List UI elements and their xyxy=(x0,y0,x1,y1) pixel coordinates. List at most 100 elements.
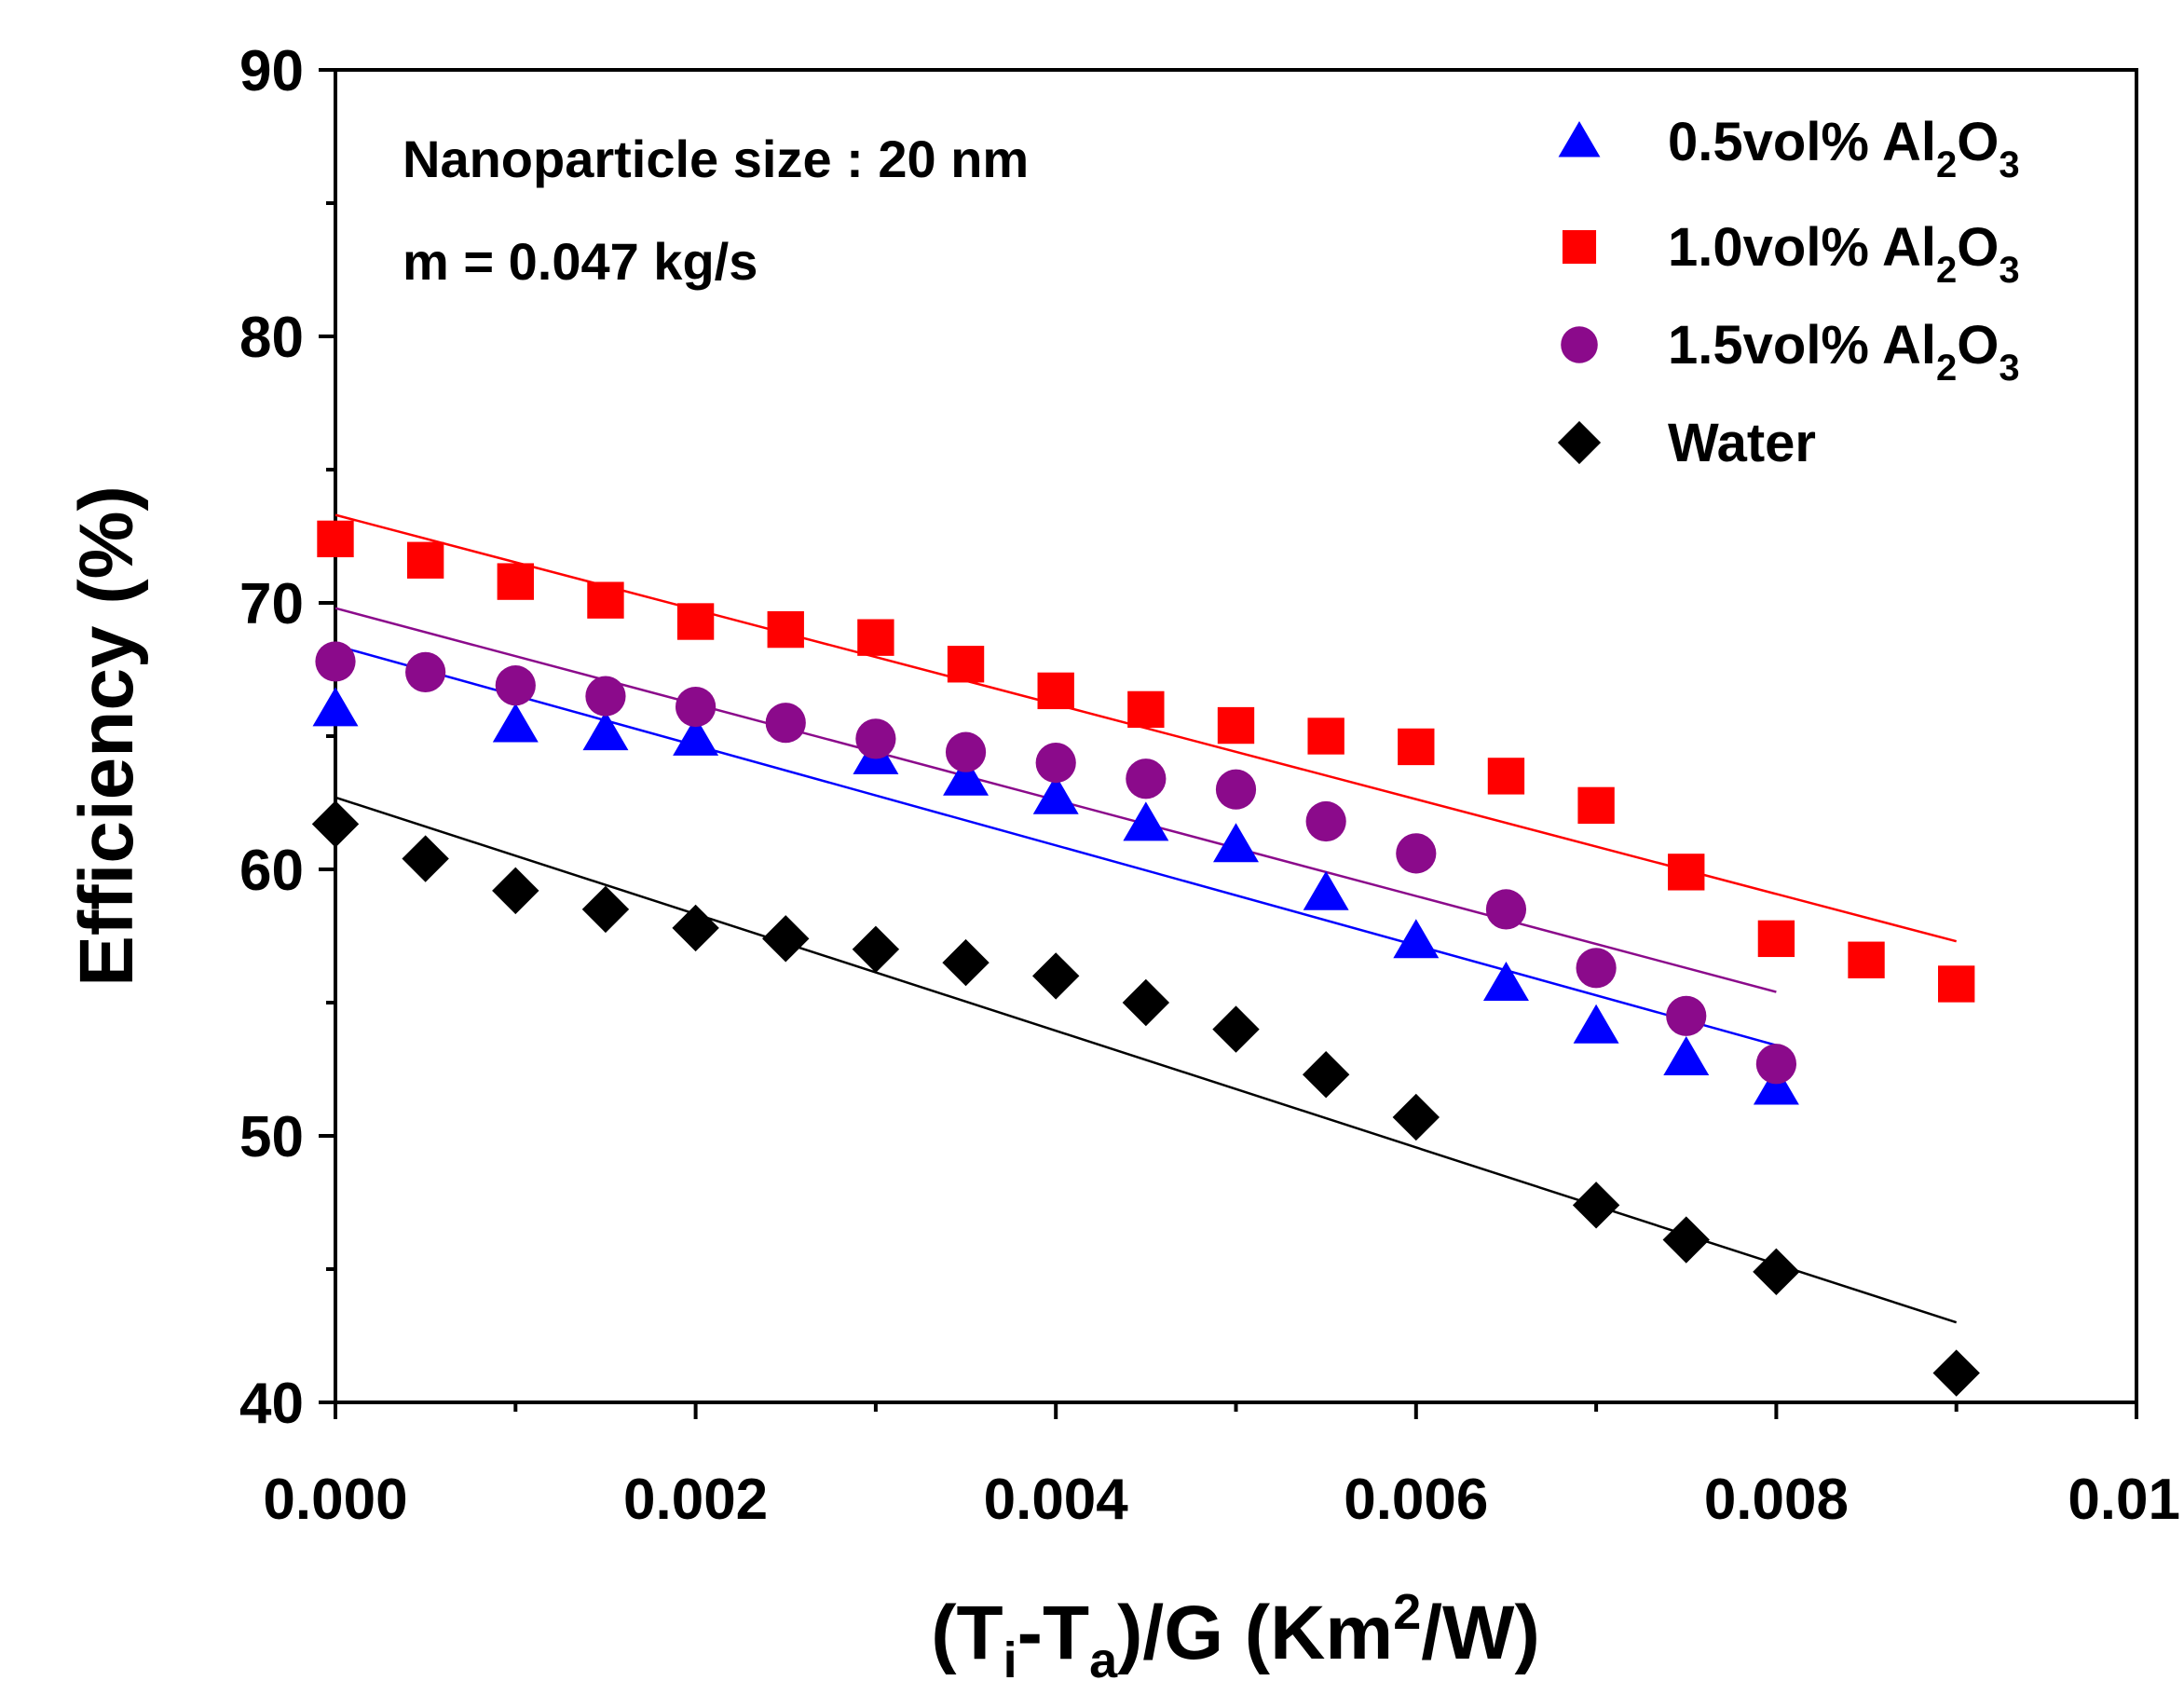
data-point-circle xyxy=(585,676,626,717)
data-point-square xyxy=(676,603,715,640)
data-point-triangle xyxy=(943,756,990,796)
data-point-diamond xyxy=(1932,1349,1980,1397)
data-point-square xyxy=(1307,717,1345,755)
data-point-square xyxy=(1217,706,1255,745)
data-point-triangle xyxy=(1303,870,1349,910)
legend-label: 1.5vol% Al2O3 xyxy=(1668,315,2020,389)
data-point-circle xyxy=(495,665,536,706)
data-point-square xyxy=(1577,786,1615,825)
legend-marker-diamond xyxy=(1557,420,1602,465)
data-point-square xyxy=(947,646,985,683)
data-point-circle xyxy=(1035,743,1076,784)
data-point-diamond xyxy=(1392,1093,1440,1141)
x-tick-label: 0.008 xyxy=(1704,1468,1849,1532)
y-tick-label: 40 xyxy=(239,1372,304,1436)
series-circle xyxy=(315,641,1796,1085)
fit-lines xyxy=(334,513,1958,1324)
data-point-square xyxy=(857,619,894,656)
x-tick-label: 0.006 xyxy=(1344,1468,1488,1532)
data-point-triangle xyxy=(673,716,719,756)
x-tick-label: 0.000 xyxy=(263,1468,407,1532)
x-tick-label: 0.002 xyxy=(623,1468,768,1532)
data-point-square xyxy=(1668,854,1705,891)
x-tick-label: 0.01 xyxy=(2068,1468,2180,1532)
series-diamond xyxy=(311,800,1980,1397)
data-point-diamond xyxy=(1122,978,1170,1027)
data-point-triangle xyxy=(312,687,359,727)
data-point-diamond xyxy=(942,938,990,987)
data-points xyxy=(311,520,1980,1397)
data-point-square xyxy=(497,563,534,600)
data-point-diamond xyxy=(1753,1248,1800,1296)
data-point-triangle xyxy=(1573,1004,1619,1044)
data-point-diamond xyxy=(1662,1216,1710,1264)
data-point-square xyxy=(406,541,444,579)
annotation-mass-flow: m = 0.047 kg/s xyxy=(403,232,758,291)
data-point-square xyxy=(1938,965,1975,1003)
legend-label: 0.5vol% Al2O3 xyxy=(1668,112,2020,185)
y-tick-label: 50 xyxy=(239,1105,304,1169)
data-point-circle xyxy=(1666,995,1707,1036)
data-point-circle xyxy=(945,731,987,772)
data-point-triangle xyxy=(1032,774,1079,814)
data-point-triangle xyxy=(1482,961,1529,1001)
y-tick-label: 90 xyxy=(239,39,304,103)
data-point-square xyxy=(1037,672,1074,710)
data-point-circle xyxy=(855,718,896,759)
data-point-square xyxy=(317,520,354,558)
y-tick-label: 70 xyxy=(239,572,304,636)
data-point-square xyxy=(587,581,624,619)
data-point-circle xyxy=(1126,758,1167,799)
annotation-particle-size: Nanoparticle size : 20 nm xyxy=(403,130,1029,188)
data-point-circle xyxy=(1305,800,1346,842)
legend-marker-circle xyxy=(1561,326,1598,363)
data-point-triangle xyxy=(1123,801,1169,841)
data-point-circle xyxy=(315,641,356,682)
data-point-square xyxy=(1757,920,1795,958)
legend-label: Water xyxy=(1668,413,1816,473)
legend-marker-square xyxy=(1562,229,1597,265)
y-tick-label: 60 xyxy=(239,839,304,903)
data-point-triangle xyxy=(1213,823,1259,863)
data-point-circle xyxy=(676,686,717,728)
y-tick-label: 80 xyxy=(239,306,304,370)
data-point-triangle xyxy=(582,711,629,751)
legend-label: 1.0vol% Al2O3 xyxy=(1668,217,2020,291)
data-point-diamond xyxy=(852,925,900,973)
data-point-diamond xyxy=(762,915,810,963)
data-point-circle xyxy=(1755,1044,1796,1085)
data-point-diamond xyxy=(672,904,719,952)
data-point-diamond xyxy=(1212,1005,1260,1053)
legend: 0.5vol% Al2O3 1.0vol% Al2O3 1.5vol% Al2O3 W… xyxy=(1557,112,2020,473)
data-point-circle xyxy=(1576,948,1617,989)
data-point-circle xyxy=(1215,769,1257,810)
y-axis-label: Efficiency (%) xyxy=(64,485,149,987)
x-axis-ticks: 0.000 0.002 0.004 0.006 0.008 0.01 xyxy=(263,1402,2180,1532)
y-axis-ticks: 40 50 60 70 80 90 xyxy=(239,39,335,1436)
data-point-diamond xyxy=(492,867,539,915)
x-axis-label: (Ti-Ta)/G (Km2/W) xyxy=(931,1584,1540,1688)
series-square xyxy=(317,520,1975,1003)
data-point-diamond xyxy=(1572,1182,1620,1229)
data-point-circle xyxy=(765,703,806,744)
data-point-triangle xyxy=(1663,1036,1710,1076)
legend-marker-triangle xyxy=(1558,121,1601,157)
data-point-diamond xyxy=(1032,952,1080,1000)
data-point-square xyxy=(1848,941,1885,978)
x-tick-label: 0.004 xyxy=(984,1468,1129,1532)
data-point-diamond xyxy=(311,800,360,848)
data-point-triangle xyxy=(1393,919,1440,959)
series-triangle xyxy=(312,687,1799,1105)
data-point-square xyxy=(1398,728,1435,766)
data-point-diamond xyxy=(402,835,449,882)
data-point-triangle xyxy=(1753,1065,1799,1105)
data-point-diamond xyxy=(581,885,630,934)
data-point-circle xyxy=(1396,833,1437,874)
data-point-circle xyxy=(405,651,446,692)
data-point-triangle xyxy=(492,703,539,743)
data-point-square xyxy=(1487,758,1525,795)
data-point-square xyxy=(767,610,804,649)
data-point-diamond xyxy=(1302,1051,1350,1099)
data-point-circle xyxy=(1485,889,1527,930)
